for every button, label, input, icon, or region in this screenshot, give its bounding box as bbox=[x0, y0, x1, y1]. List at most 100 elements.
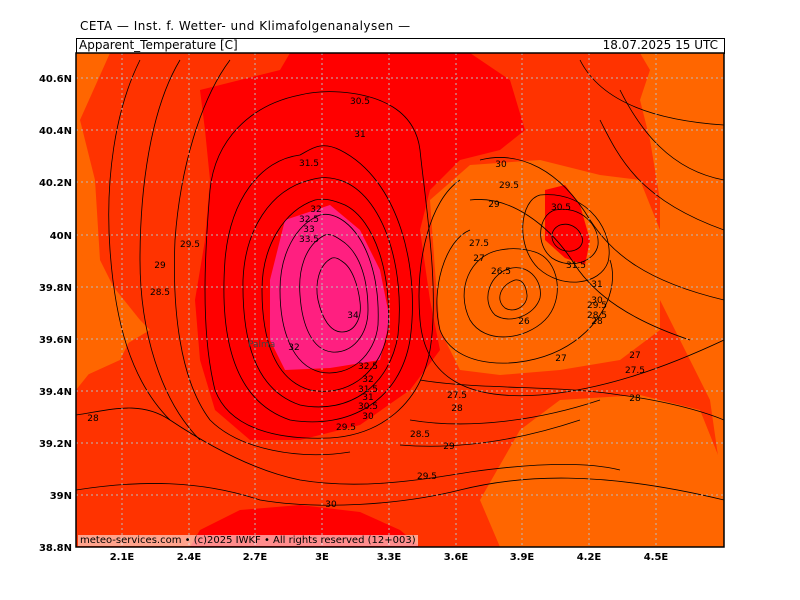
y-tick-label: 40.2N bbox=[39, 178, 72, 189]
contour-label: 28.5 bbox=[150, 288, 170, 298]
very-hot-zone bbox=[270, 205, 390, 370]
contour-line bbox=[279, 214, 379, 374]
product-title: CETA — Inst. f. Wetter- und Klimafolgena… bbox=[80, 19, 411, 33]
contour-label: 28 bbox=[87, 414, 99, 424]
contour-label: 28 bbox=[629, 394, 641, 404]
contour-label: 30.5 bbox=[358, 402, 378, 412]
contour-line bbox=[261, 198, 389, 392]
contour-label: 30 bbox=[325, 500, 337, 510]
contour-label: 33.5 bbox=[299, 235, 319, 245]
contour-label: 26.5 bbox=[491, 267, 511, 277]
contour-line bbox=[409, 399, 601, 425]
contour-label: 32.5 bbox=[358, 362, 378, 372]
contour-label: 27 bbox=[555, 354, 566, 364]
contour-label: 27 bbox=[629, 351, 640, 361]
contour-label: 29.5 bbox=[180, 240, 200, 250]
x-tick-label: 2.1E bbox=[110, 552, 135, 563]
contour-label: 27.5 bbox=[447, 391, 467, 401]
contour-layer bbox=[76, 59, 724, 506]
contour-line bbox=[479, 157, 724, 301]
contour-line bbox=[499, 279, 528, 311]
contour-label: 31 bbox=[354, 130, 365, 140]
y-tick-label: 39N bbox=[50, 491, 72, 502]
southwest-orange-zone bbox=[76, 250, 140, 380]
contour-label: 29.5 bbox=[417, 472, 437, 482]
contour-line bbox=[316, 257, 361, 333]
contour-line bbox=[551, 223, 583, 252]
contour-label: 26 bbox=[518, 317, 530, 327]
x-tick-label: 3.3E bbox=[377, 552, 402, 563]
contour-line bbox=[204, 94, 331, 439]
contour-label: 30 bbox=[495, 160, 507, 170]
contour-label: 29.5 bbox=[336, 423, 356, 433]
east-orange-zone bbox=[430, 160, 660, 375]
y-tick-label: 39.8N bbox=[39, 283, 72, 294]
x-tick-label: 4.2E bbox=[577, 552, 602, 563]
contour-label: 32 bbox=[288, 343, 299, 353]
contour-label: 31.5 bbox=[358, 385, 378, 395]
y-tick-label: 38.8N bbox=[39, 543, 72, 554]
contour-line bbox=[487, 267, 541, 320]
contour-label: 29 bbox=[443, 442, 455, 452]
contour-label: 28.5 bbox=[410, 430, 430, 440]
place-label: Palma bbox=[248, 340, 275, 350]
contour-label-layer: 30.5 31 31.5 32 32.5 33 33.5 34 32 32.5 … bbox=[87, 97, 645, 510]
contour-label: 31.5 bbox=[299, 159, 319, 169]
south-orange-zone bbox=[480, 395, 724, 547]
copyright-footer: meteo-services.com • (c)2025 IWKF • All … bbox=[78, 535, 418, 546]
contour-line bbox=[139, 59, 201, 441]
contour-label: 28 bbox=[451, 404, 463, 414]
x-tick-label: 2.4E bbox=[177, 552, 202, 563]
x-tick-label: 4.5E bbox=[644, 552, 669, 563]
contour-label: 31.5 bbox=[566, 261, 586, 271]
contour-label: 32 bbox=[310, 205, 321, 215]
contour-label: 32.5 bbox=[299, 215, 319, 225]
y-tick-label: 40N bbox=[50, 231, 72, 242]
contour-label: 27.5 bbox=[469, 239, 489, 249]
contour-label: 34 bbox=[347, 311, 359, 321]
contour-label: 28.5 bbox=[587, 311, 607, 321]
contour-label: 32 bbox=[362, 375, 373, 385]
contour-line bbox=[174, 59, 351, 456]
contour-label: 31 bbox=[362, 393, 373, 403]
contour-label: 33 bbox=[303, 225, 314, 235]
contour-label: 30 bbox=[362, 412, 374, 422]
grid-layer bbox=[76, 53, 724, 547]
contour-label: 30.5 bbox=[350, 97, 370, 107]
x-tick-label: 3.6E bbox=[444, 552, 469, 563]
contour-line bbox=[419, 379, 724, 421]
y-tick-label: 40.6N bbox=[39, 74, 72, 85]
contour-label: 28 bbox=[591, 317, 603, 327]
map-frame bbox=[75, 52, 725, 548]
contour-label: 30 bbox=[591, 296, 603, 306]
contour-label: 30.5 bbox=[551, 203, 571, 213]
contour-line bbox=[76, 407, 621, 485]
y-tick-label: 39.4N bbox=[39, 387, 72, 398]
x-tick-label: 3E bbox=[315, 552, 329, 563]
map-fill-layer bbox=[76, 53, 724, 547]
contour-line bbox=[599, 119, 724, 231]
valid-time-label: 18.07.2025 15 UTC bbox=[602, 38, 718, 52]
contour-label: 29.5 bbox=[499, 181, 519, 191]
contour-label: 31 bbox=[591, 280, 602, 290]
contour-line bbox=[399, 419, 581, 447]
contour-label: 29 bbox=[488, 200, 500, 210]
contour-line bbox=[76, 477, 724, 506]
y-tick-label: 39.2N bbox=[39, 439, 72, 450]
variable-label: Apparent_Temperature [C] bbox=[79, 38, 238, 52]
contour-label: 27.5 bbox=[625, 366, 645, 376]
contour-line bbox=[540, 208, 599, 265]
contour-line bbox=[299, 234, 369, 353]
y-tick-label: 39.6N bbox=[39, 335, 72, 346]
x-tick-label: 2.7E bbox=[243, 552, 268, 563]
contour-label: 27 bbox=[473, 254, 484, 264]
contour-line bbox=[469, 199, 691, 341]
contour-line bbox=[436, 229, 613, 364]
x-axis-labels: 2.1E 2.4E 2.7E 3E 3.3E 3.6E 3.9E 4.2E 4.… bbox=[110, 552, 669, 563]
contour-line bbox=[223, 145, 413, 423]
contour-line bbox=[463, 248, 558, 338]
contour-label: 29.5 bbox=[587, 301, 607, 311]
east-hot-spot bbox=[545, 185, 590, 265]
x-tick-label: 3.9E bbox=[510, 552, 535, 563]
